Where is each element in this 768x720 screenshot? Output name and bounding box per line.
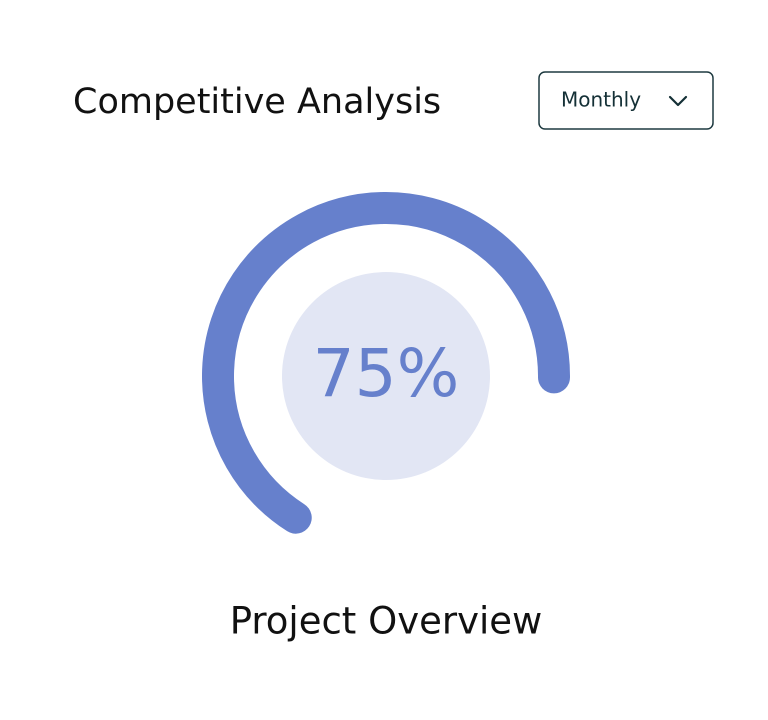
title: Competitive Analysis: [73, 82, 441, 122]
dropdown-label[interactable]: Monthly: [561, 88, 641, 112]
gauge-caption: Project Overview: [230, 600, 543, 643]
chevron[interactable]: [668, 95, 688, 107]
dropdown-box[interactable]: [538, 71, 714, 130]
dropdown[interactable]: Monthly: [538, 71, 714, 130]
gauge-value: 75%: [313, 335, 460, 412]
gauge-center: [282, 272, 490, 480]
gauge-arc: [202, 192, 570, 534]
